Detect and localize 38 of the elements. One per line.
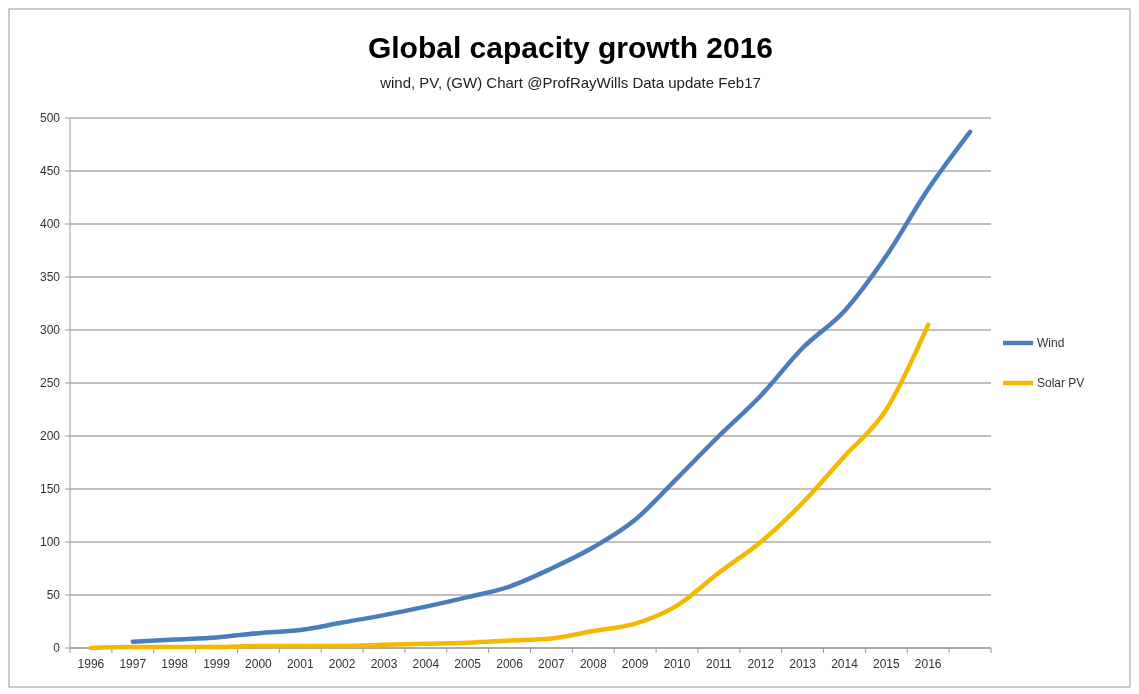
x-tick-label: 2002 [328, 657, 356, 671]
x-tick-label: 2014 [831, 657, 859, 671]
x-tick-label: 2003 [370, 657, 398, 671]
x-tick-label: 2001 [286, 657, 314, 671]
x-tick-label: 1996 [77, 657, 105, 671]
x-tick-label: 2007 [538, 657, 566, 671]
x-tick-label: 2011 [705, 657, 733, 671]
x-tick-label: 2006 [496, 657, 524, 671]
x-tick-label: 2013 [789, 657, 817, 671]
y-tick-label: 500 [39, 111, 61, 126]
chart-title: Global capacity growth 2016 [367, 31, 774, 64]
y-tick-label: 350 [39, 270, 61, 285]
x-tick-label: 2004 [412, 657, 440, 671]
y-tick-label: 300 [39, 323, 61, 338]
x-tick-label: 1997 [119, 657, 147, 671]
y-tick-label: 50 [46, 588, 61, 603]
x-tick-label: 2016 [914, 657, 942, 671]
line-series [88, 322, 931, 651]
x-tick-label: 1999 [203, 657, 231, 671]
x-tick-label: 1998 [161, 657, 189, 671]
y-tick-label: 450 [39, 164, 61, 179]
y-tick-label: 250 [39, 376, 61, 391]
chart-subtitle: wind, PV, (GW) Chart @ProfRayWills Data update Feb17 [379, 74, 761, 91]
x-tick-label: 2008 [579, 657, 607, 671]
y-tick-label: 400 [39, 217, 61, 232]
y-tick-label: 150 [39, 482, 61, 497]
legend-label: Wind [1037, 336, 1065, 351]
x-tick-label: 2012 [747, 657, 775, 671]
y-tick-label: 100 [39, 535, 61, 550]
x-tick-label: 2010 [663, 657, 691, 671]
x-tick-label: 2009 [621, 657, 649, 671]
x-tick-label: 2015 [872, 657, 901, 671]
y-tick-label: 0 [53, 641, 61, 656]
legend-label: Solar PV [1037, 376, 1085, 391]
y-tick-label: 200 [39, 429, 61, 444]
x-tick-label: 2005 [454, 657, 482, 671]
x-tick-label: 2000 [245, 657, 273, 671]
line-series [130, 129, 973, 644]
